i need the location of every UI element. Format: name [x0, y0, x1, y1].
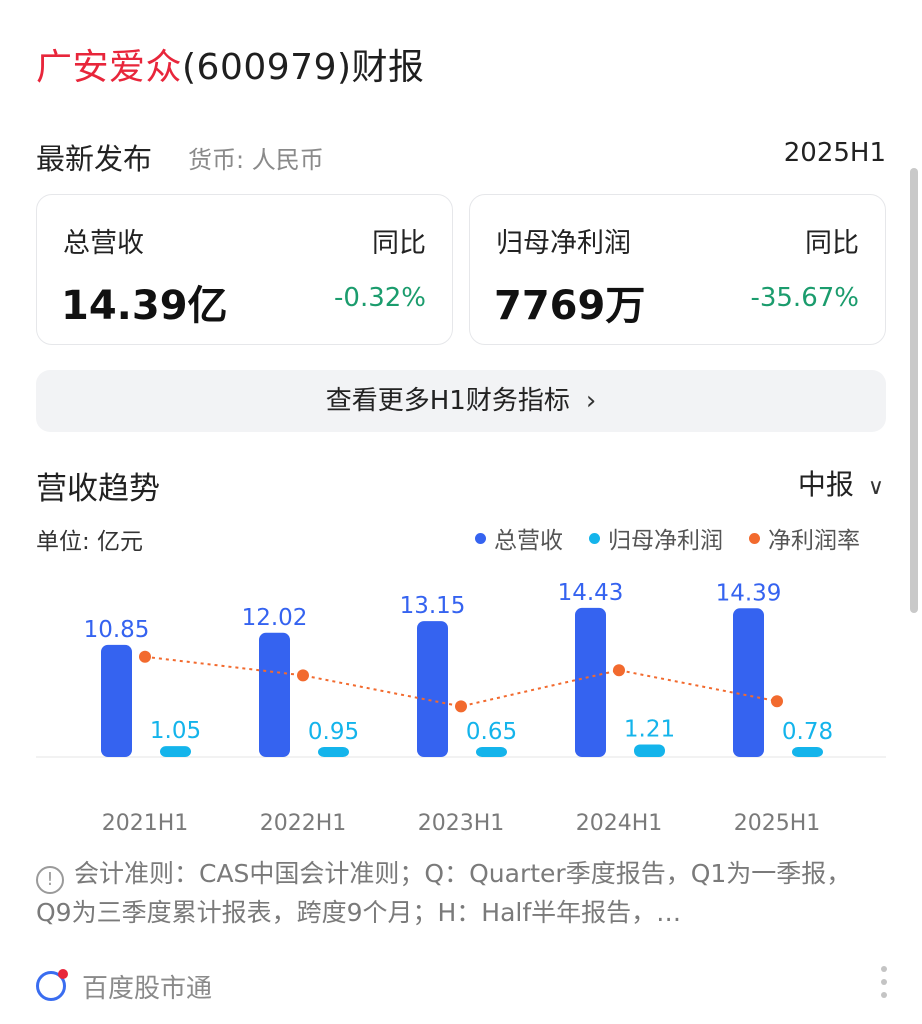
net-profit-yoy-label: 同比 — [805, 228, 859, 259]
margin-point — [613, 664, 625, 677]
revenue-bar-label: 12.02 — [242, 605, 308, 631]
accounting-note: ! 会计准则：CAS中国会计准则；Q：Quarter季度报告，Q1为一季报，Q9为… — [36, 855, 886, 932]
scrollbar[interactable] — [910, 168, 918, 613]
net-profit-bar — [792, 747, 823, 757]
revenue-bar — [733, 608, 764, 757]
net-profit-label: 归母净利润 — [496, 228, 631, 259]
margin-point — [771, 695, 783, 708]
page-title: 广安爱众(600979)财报 — [36, 38, 425, 90]
revenue-bar-label: 13.15 — [400, 593, 466, 619]
footer-brand[interactable]: 百度股市通 — [36, 966, 212, 1006]
more-metrics-button[interactable]: 查看更多H1财务指标 › — [36, 370, 886, 432]
revenue-yoy-label: 同比 — [372, 228, 426, 259]
net-profit-bar-label: 0.78 — [782, 719, 833, 745]
x-tick-label: 2025H1 — [734, 811, 821, 836]
x-tick-label: 2023H1 — [418, 811, 505, 836]
net-profit-value: 7769万 — [494, 283, 646, 329]
revenue-bar — [575, 607, 606, 757]
revenue-card[interactable]: 总营收 同比 14.39亿 -0.32% — [36, 194, 453, 345]
revenue-bar-label: 14.39 — [716, 580, 782, 606]
net-profit-bar — [634, 744, 665, 757]
currency-label: 货币: 人民币 — [188, 146, 324, 174]
net-profit-bar — [318, 747, 349, 757]
report-type-label: 中报 — [797, 468, 854, 501]
margin-point — [455, 700, 467, 713]
legend-item-margin[interactable]: 净利润率 — [749, 521, 860, 555]
revenue-trend-chart[interactable]: 10.85 1.05 2021H1 12.02 0.95 2022H1 13.15 0.65 2… — [0, 560, 922, 850]
net-profit-yoy-value: -35.67% — [750, 283, 859, 313]
revenue-bar-label: 10.85 — [84, 617, 150, 643]
net-profit-bar-label: 0.65 — [466, 719, 517, 745]
info-icon[interactable]: ! — [36, 866, 64, 894]
title-code: (600979)财报 — [182, 47, 425, 88]
chevron-right-icon: › — [585, 386, 597, 416]
revenue-label: 总营收 — [63, 228, 144, 259]
report-type-dropdown[interactable]: 中报 ∨ — [798, 463, 884, 503]
margin-line — [144, 655, 778, 708]
legend-dot-net-profit — [589, 532, 600, 544]
legend-label-margin: 净利润率 — [768, 528, 860, 554]
baidu-stock-logo — [36, 969, 68, 1001]
latest-title: 最新发布 — [36, 142, 153, 176]
legend-label-revenue: 总营收 — [494, 528, 563, 554]
net-profit-card[interactable]: 归母净利润 同比 7769万 -35.67% — [469, 194, 886, 345]
latest-header: 最新发布 货币: 人民币 2025H1 — [36, 136, 886, 176]
revenue-yoy-value: -0.32% — [334, 283, 426, 313]
legend-label-net-profit: 归母净利润 — [608, 528, 723, 554]
net-profit-bar-label: 0.95 — [308, 719, 359, 745]
legend-item-revenue[interactable]: 总营收 — [475, 521, 563, 555]
revenue-bar-label: 14.43 — [558, 580, 624, 606]
net-profit-bar — [160, 746, 191, 757]
legend-dot-revenue — [475, 532, 486, 544]
period-label: 2025H1 — [783, 138, 886, 168]
net-profit-bar — [476, 747, 507, 757]
margin-point — [139, 650, 151, 663]
note-text: 会计准则：CAS中国会计准则；Q：Quarter季度报告，Q1为一季报，Q9为三… — [36, 859, 852, 927]
revenue-bar — [101, 644, 132, 757]
legend-dot-margin — [749, 532, 760, 544]
brand-label: 百度股市通 — [82, 973, 213, 1004]
net-profit-bar-label: 1.05 — [150, 718, 201, 744]
more-metrics-label: 查看更多H1财务指标 — [325, 386, 570, 416]
chevron-down-icon: ∨ — [867, 475, 884, 500]
revenue-bar — [417, 621, 448, 757]
trend-title: 营收趋势 — [36, 471, 160, 507]
revenue-bar — [259, 632, 290, 757]
legend-item-net-profit[interactable]: 归母净利润 — [589, 521, 723, 555]
more-vertical-icon[interactable] — [880, 966, 888, 998]
margin-point — [297, 669, 309, 682]
chart-legend: 总营收 归母净利润 净利润率 — [475, 521, 860, 555]
company-name: 广安爱众 — [36, 47, 183, 88]
x-tick-label: 2024H1 — [576, 811, 663, 836]
x-tick-label: 2021H1 — [102, 811, 189, 836]
revenue-value: 14.39亿 — [61, 283, 228, 329]
net-profit-bar-label: 1.21 — [624, 716, 675, 742]
x-tick-label: 2022H1 — [260, 811, 347, 836]
unit-label: 单位: 亿元 — [36, 529, 144, 555]
